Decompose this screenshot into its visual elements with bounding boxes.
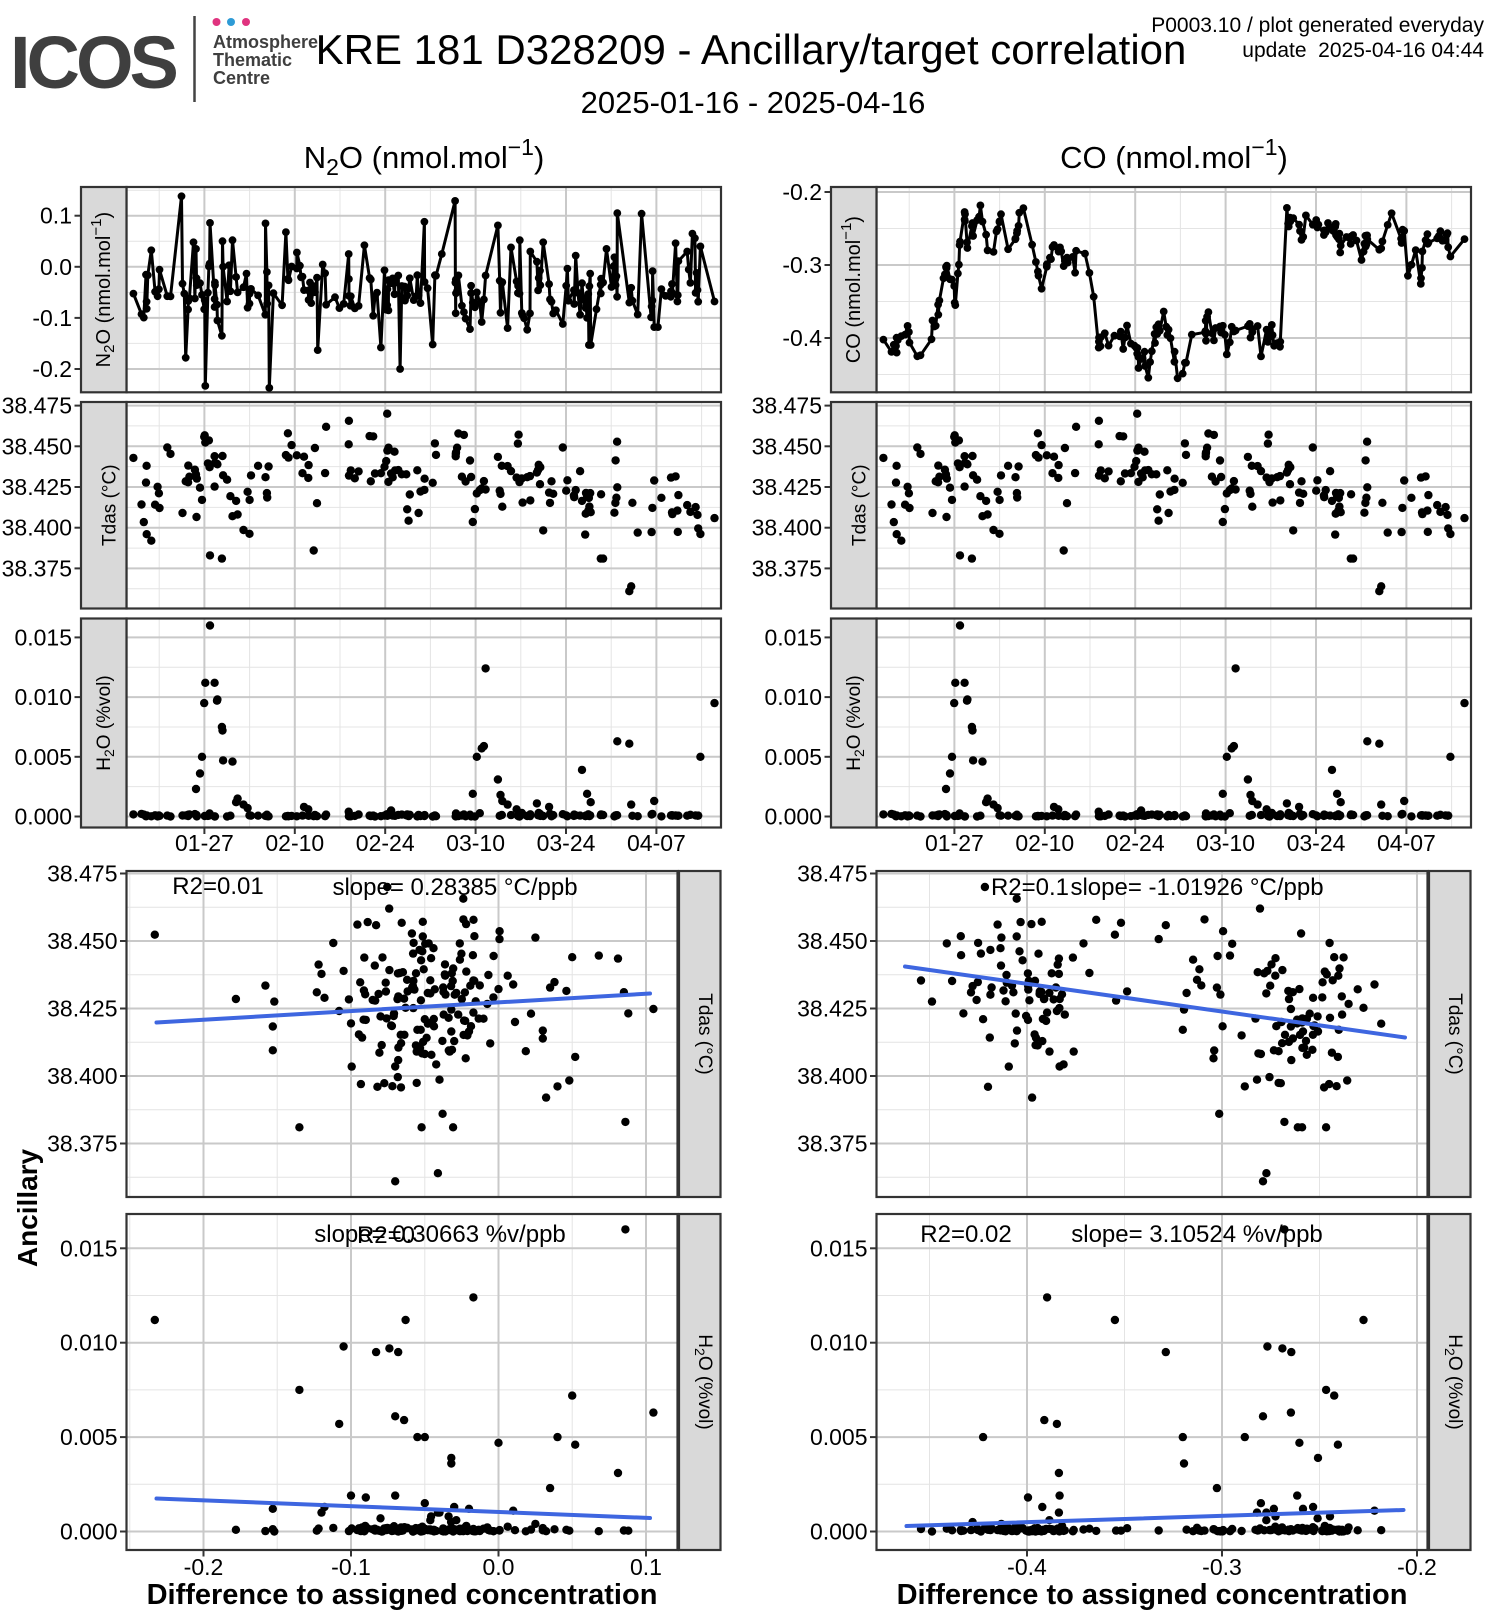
svg-text:38.400: 38.400 [797,1063,867,1089]
svg-text:38.400: 38.400 [2,515,72,541]
svg-text:01-27: 01-27 [925,830,984,856]
svg-text:0.005: 0.005 [60,1424,118,1450]
svg-text:0.015: 0.015 [810,1235,868,1261]
svg-text:0.015: 0.015 [14,624,72,650]
svg-text:CO (nmol.mol−1): CO (nmol.mol−1) [1060,134,1288,175]
svg-text:38.450: 38.450 [2,433,72,459]
svg-text:38.450: 38.450 [47,928,117,954]
svg-text:Atmosphere: Atmosphere [213,32,318,52]
svg-text:-0.2: -0.2 [184,1554,224,1580]
svg-text:0.010: 0.010 [810,1330,868,1356]
svg-text:0.005: 0.005 [14,744,72,770]
svg-text:0.000: 0.000 [60,1519,118,1545]
svg-text:02-10: 02-10 [1015,830,1074,856]
svg-text:slope= 0.28385 °C/ppb: slope= 0.28385 °C/ppb [332,874,577,901]
svg-text:03-24: 03-24 [537,830,596,856]
svg-text:0.010: 0.010 [14,684,72,710]
svg-text:H2O (%vol): H2O (%vol) [94,675,117,770]
svg-text:38.450: 38.450 [797,928,867,954]
svg-text:38.475: 38.475 [797,861,867,887]
svg-text:02-10: 02-10 [265,830,324,856]
svg-text:38.475: 38.475 [47,861,117,887]
svg-text:-0.2: -0.2 [782,179,822,205]
svg-text:2025-01-16 - 2025-04-16: 2025-01-16 - 2025-04-16 [581,85,926,120]
svg-text:slope= -1.01926 °C/ppb: slope= -1.01926 °C/ppb [1070,874,1323,901]
svg-text:38.375: 38.375 [2,555,72,581]
svg-text:Centre: Centre [213,68,270,88]
svg-text:ICOS: ICOS [10,21,177,104]
svg-text:0.1: 0.1 [630,1554,662,1580]
svg-text:Ancillary: Ancillary [12,1148,43,1267]
svg-text:0.0: 0.0 [40,254,72,280]
svg-text:Tdas (°C): Tdas (°C) [100,464,121,546]
svg-text:P0003.10 / plot generated ever: P0003.10 / plot generated everyday [1151,14,1484,37]
svg-text:-0.4: -0.4 [782,325,822,351]
svg-text:R2=0.02: R2=0.02 [920,1221,1011,1248]
svg-text:04-07: 04-07 [1377,830,1436,856]
svg-text:38.425: 38.425 [797,996,867,1022]
svg-text:-0.1: -0.1 [331,1554,371,1580]
svg-text:-0.1: -0.1 [32,305,72,331]
svg-text:slope= 3.10524 %v/ppb: slope= 3.10524 %v/ppb [1071,1221,1323,1248]
svg-text:-0.3: -0.3 [1202,1554,1242,1580]
svg-text:R2=0: R2=0 [357,1222,415,1249]
svg-text:R2=0.1: R2=0.1 [991,874,1069,901]
svg-text:38.375: 38.375 [47,1131,117,1157]
svg-text:KRE 181 D328209 - Ancillary/ta: KRE 181 D328209 - Ancillary/target corre… [316,26,1187,73]
svg-text:update 2025-04-16 04:44: update 2025-04-16 04:44 [1242,39,1484,62]
svg-text:Thematic: Thematic [213,50,292,70]
svg-text:03-10: 03-10 [446,830,505,856]
svg-text:Difference to assigned concent: Difference to assigned concentration [147,1579,658,1611]
svg-text:38.375: 38.375 [797,1131,867,1157]
svg-text:H2O (%vol): H2O (%vol) [1442,1334,1465,1429]
svg-text:-0.3: -0.3 [782,252,822,278]
svg-text:02-24: 02-24 [1106,830,1165,856]
svg-text:0.010: 0.010 [60,1330,118,1356]
svg-text:0.010: 0.010 [764,684,822,710]
svg-text:0.005: 0.005 [810,1424,868,1450]
svg-text:R2=0.01: R2=0.01 [172,873,263,900]
svg-text:H2O (%vol): H2O (%vol) [692,1334,715,1429]
svg-text:Difference to assigned concent: Difference to assigned concentration [897,1579,1408,1611]
svg-text:-0.2: -0.2 [1397,1554,1437,1580]
svg-text:38.425: 38.425 [47,996,117,1022]
svg-text:-0.2: -0.2 [32,356,72,382]
svg-text:N2O (nmol.mol−1): N2O (nmol.mol−1) [88,212,118,367]
svg-text:02-24: 02-24 [356,830,415,856]
svg-text:N2O (nmol.mol−1): N2O (nmol.mol−1) [304,134,545,180]
svg-text:03-24: 03-24 [1287,830,1346,856]
svg-text:Tdas (°C): Tdas (°C) [850,464,871,546]
svg-text:38.475: 38.475 [752,393,822,419]
svg-text:CO (nmol.mol−1): CO (nmol.mol−1) [838,216,865,363]
svg-text:04-07: 04-07 [627,830,686,856]
svg-text:Tdas (°C): Tdas (°C) [1444,993,1465,1075]
svg-text:0.000: 0.000 [764,804,822,830]
svg-text:01-27: 01-27 [175,830,234,856]
svg-text:-0.4: -0.4 [1007,1554,1047,1580]
svg-text:38.475: 38.475 [2,393,72,419]
svg-text:Tdas (°C): Tdas (°C) [694,993,715,1075]
svg-text:38.400: 38.400 [47,1063,117,1089]
svg-text:38.425: 38.425 [752,474,822,500]
svg-text:0.0: 0.0 [483,1554,515,1580]
svg-text:0.000: 0.000 [810,1519,868,1545]
svg-text:0.015: 0.015 [60,1235,118,1261]
svg-text:38.375: 38.375 [752,555,822,581]
svg-text:38.425: 38.425 [2,474,72,500]
svg-text:H2O (%vol): H2O (%vol) [844,675,867,770]
svg-text:slope= 0.30663 %v/ppb: slope= 0.30663 %v/ppb [314,1221,566,1248]
svg-text:38.400: 38.400 [752,515,822,541]
svg-text:0.000: 0.000 [14,804,72,830]
svg-text:0.015: 0.015 [764,624,822,650]
svg-text:0.1: 0.1 [40,203,72,229]
svg-text:38.450: 38.450 [752,433,822,459]
svg-text:0.005: 0.005 [764,744,822,770]
svg-text:03-10: 03-10 [1196,830,1255,856]
